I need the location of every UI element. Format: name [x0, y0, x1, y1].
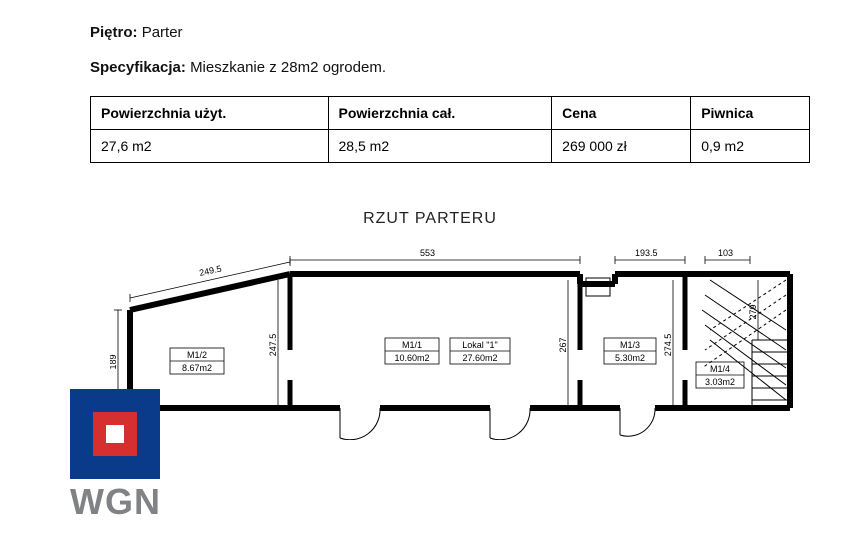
- table-header-row: Powierzchnia użyt. Powierzchnia cał. Cen…: [91, 97, 810, 130]
- room1-code: M1/2: [187, 350, 207, 360]
- room3-code: M1/3: [620, 340, 640, 350]
- logo-mid-square: [93, 412, 137, 456]
- floor-label: Piętro:: [90, 24, 138, 41]
- room2-code: M1/1: [402, 340, 422, 350]
- th-usable-area: Powierzchnia użyt.: [91, 97, 329, 130]
- dim-left-h: 189: [110, 354, 118, 369]
- dim-right1-top: 193.5: [635, 248, 658, 258]
- dim-267: 267: [558, 337, 568, 352]
- table-row: 27,6 m2 28,5 m2 269 000 zł 0,9 m2: [91, 130, 810, 163]
- dim-top-diag: 249.5: [198, 263, 222, 277]
- td-price: 269 000 zł: [552, 130, 691, 163]
- page: Piętro: Parter Specyfikacja: Mieszkanie …: [0, 0, 860, 537]
- dim-2475: 247.5: [268, 334, 278, 357]
- td-usable-area: 27,6 m2: [91, 130, 329, 163]
- wgn-logo: WGN: [70, 389, 190, 523]
- floor-value: Parter: [142, 24, 183, 41]
- logo-outer-square: [70, 389, 160, 479]
- spec-label: Specyfikacja:: [90, 59, 186, 76]
- floorplan: 249.5 553 193.5 103 189 247.5 267 274.5 …: [110, 240, 810, 440]
- meta-block: Piętro: Parter Specyfikacja: Mieszkanie …: [90, 24, 386, 94]
- spec-table: Powierzchnia użyt. Powierzchnia cał. Cen…: [90, 96, 810, 163]
- spec-value: Mieszkanie z 28m2 ogrodem.: [190, 59, 386, 76]
- dim-right2-top: 103: [718, 248, 733, 258]
- th-cellar: Piwnica: [691, 97, 810, 130]
- td-cellar: 0,9 m2: [691, 130, 810, 163]
- dim-279: 279: [748, 304, 758, 319]
- spec-line: Specyfikacja: Mieszkanie z 28m2 ogrodem.: [90, 59, 386, 76]
- floor-line: Piętro: Parter: [90, 24, 386, 41]
- room1-area: 8.67m2: [182, 363, 212, 373]
- floorplan-title: RZUT PARTERU: [0, 210, 860, 228]
- logo-text: WGN: [70, 481, 190, 523]
- room2-area: 10.60m2: [394, 353, 429, 363]
- td-total-area: 28,5 m2: [328, 130, 552, 163]
- room2-lokal-label: Lokal "1": [462, 340, 497, 350]
- floorplan-svg: 249.5 553 193.5 103 189 247.5 267 274.5 …: [110, 240, 810, 440]
- room4-area: 3.03m2: [705, 377, 735, 387]
- th-total-area: Powierzchnia cał.: [328, 97, 552, 130]
- room3-area: 5.30m2: [615, 353, 645, 363]
- room2-lokal-area: 27.60m2: [462, 353, 497, 363]
- th-price: Cena: [552, 97, 691, 130]
- dim-2745: 274.5: [663, 334, 673, 357]
- dim-mid-top: 553: [420, 248, 435, 258]
- room4-code: M1/4: [710, 364, 730, 374]
- logo-inner-square: [106, 425, 124, 443]
